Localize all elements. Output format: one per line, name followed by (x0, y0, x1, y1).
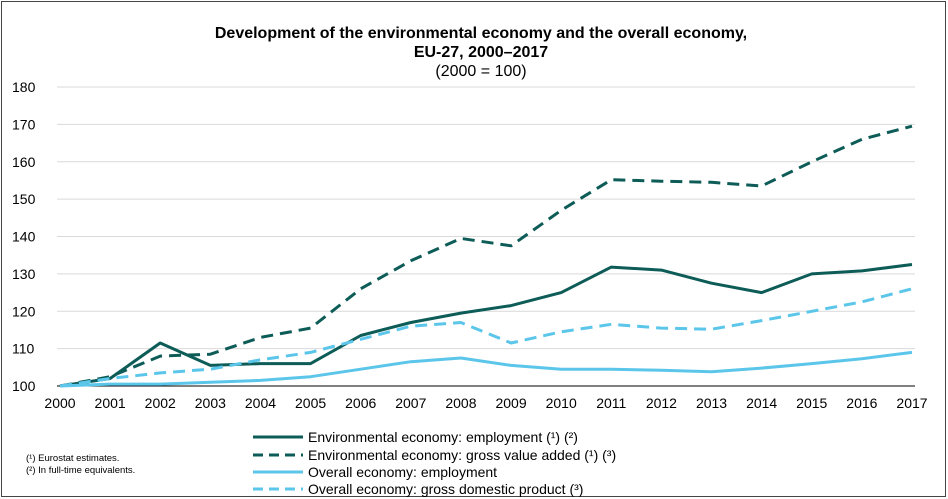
chart-subtitle: (2000 = 100) (435, 63, 526, 80)
x-tick-label: 2001 (95, 395, 126, 411)
series-env-gva (59, 124, 913, 388)
y-tick-label: 170 (12, 116, 36, 132)
footnote-2: (²) In full-time equivalents. (26, 465, 135, 476)
x-tick-label: 2009 (495, 395, 526, 411)
legend-item-overall-gdp: Overall economy: gross domestic product … (253, 481, 583, 497)
x-axis-ticks: 2000 2001 2002 2003 2004 2005 2006 2007 2008 2009… (44, 395, 927, 411)
legend-label-overall-employment: Overall economy: employment (308, 464, 497, 480)
y-tick-label: 160 (12, 154, 36, 170)
series-overall-gdp (59, 287, 913, 388)
x-tick-label: 2012 (646, 395, 677, 411)
x-tick-label: 2008 (445, 395, 476, 411)
x-tick-label: 2002 (145, 395, 176, 411)
y-tick-label: 150 (12, 191, 36, 207)
x-tick-label: 2007 (395, 395, 426, 411)
x-tick-label: 2000 (44, 395, 75, 411)
grid (57, 86, 915, 350)
chart-title-line2: EU-27, 2000–2017 (414, 44, 548, 61)
x-tick-label: 2005 (295, 395, 326, 411)
legend: Environmental economy: employment (¹) (²… (253, 429, 616, 497)
x-tick-label: 2003 (195, 395, 226, 411)
legend-item-env-employment: Environmental economy: employment (¹) (²… (253, 429, 578, 445)
y-tick-label: 180 (12, 79, 36, 95)
footnote-1: (¹) Eurostat estimates. (26, 453, 119, 464)
x-tick-label: 2013 (696, 395, 727, 411)
x-tick-label: 2014 (746, 395, 777, 411)
y-tick-label: 140 (12, 229, 36, 245)
y-tick-label: 100 (12, 378, 36, 394)
x-tick-label: 2016 (846, 395, 877, 411)
legend-label-overall-gdp: Overall economy: gross domestic product … (308, 481, 583, 497)
y-tick-label: 130 (12, 266, 36, 282)
legend-item-overall-employment: Overall economy: employment (253, 464, 497, 480)
y-tick-label: 110 (12, 341, 35, 357)
x-tick-label: 2017 (896, 395, 927, 411)
legend-item-env-gva: Environmental economy: gross value added… (253, 447, 616, 463)
x-tick-label: 2011 (596, 395, 626, 411)
chart-title: Development of the environmental economy… (215, 25, 747, 42)
x-tick-label: 2015 (796, 395, 827, 411)
y-tick-label: 120 (12, 303, 36, 319)
series-overall-employment (59, 350, 913, 388)
legend-label-env-gva: Environmental economy: gross value added… (308, 447, 616, 463)
y-axis-ticks: 100 110 120 130 140 150 160 170 180 (12, 79, 36, 394)
x-tick-label: 2004 (245, 395, 276, 411)
legend-label-env-employment: Environmental economy: employment (¹) (²… (308, 429, 578, 445)
series-lines (59, 124, 913, 388)
x-tick-label: 2010 (546, 395, 577, 411)
x-tick-label: 2006 (345, 395, 376, 411)
series-env-employment (59, 263, 913, 388)
